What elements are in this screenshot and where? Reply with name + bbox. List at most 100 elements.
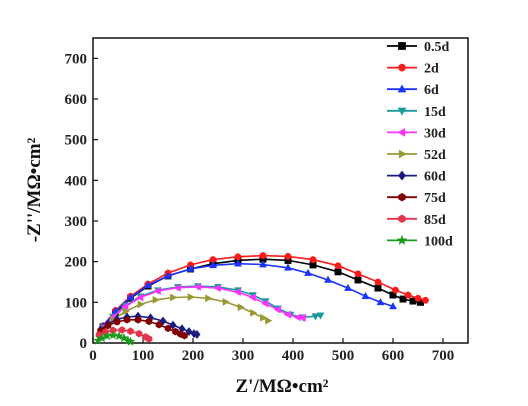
legend-item-75d: 75d — [387, 191, 446, 206]
legend-label: 60d — [424, 170, 446, 185]
legend-item-30d: 30d — [387, 126, 446, 141]
data-point-30d — [261, 299, 269, 308]
data-point-100d — [118, 332, 130, 343]
data-point-75d — [164, 324, 172, 333]
data-point-2d — [374, 278, 382, 286]
data-point-52d — [187, 293, 195, 301]
series-line-6d — [102, 262, 394, 327]
y-tick-label: 500 — [65, 133, 88, 149]
y-tick-label: 400 — [65, 173, 88, 189]
data-point-0_5d — [334, 268, 342, 276]
data-point-30d — [298, 313, 306, 322]
x-tick-label: 300 — [232, 348, 255, 364]
legend-label: 100d — [424, 234, 453, 249]
series-30d — [98, 282, 306, 332]
data-point-100d — [113, 330, 125, 341]
data-point-75d — [172, 327, 179, 336]
y-tick-label: 600 — [65, 92, 88, 108]
data-point-6d — [144, 280, 152, 289]
data-point-100d — [107, 330, 119, 340]
data-point-6d — [284, 263, 292, 271]
data-point-85d — [145, 335, 153, 343]
x-tick-label: 600 — [382, 348, 405, 364]
data-point-30d — [121, 302, 129, 311]
data-point-52d — [122, 307, 130, 316]
data-point-2d — [234, 253, 242, 261]
series-52d — [100, 293, 273, 333]
data-point-6d — [186, 264, 195, 272]
axis-ticks: 0 100 200 300 400 500 600 700 0 100 200 300 400 500 60… — [65, 51, 455, 364]
data-point-52d — [205, 294, 213, 303]
data-point-0_5d — [354, 276, 362, 284]
data-point-75d — [104, 321, 112, 330]
legend-item-6d: 6d — [387, 83, 439, 98]
data-point-60d — [185, 327, 193, 337]
legend-marker — [398, 42, 406, 50]
data-point-6d — [164, 271, 172, 279]
y-tick-label: 200 — [65, 255, 88, 271]
legend-item-100d: 100d — [387, 234, 453, 249]
series-group — [92, 252, 429, 347]
legend-item-0_5d: 0.5d — [387, 40, 450, 55]
data-point-6d — [376, 297, 385, 306]
data-point-2d — [414, 294, 422, 302]
data-point-75d — [134, 316, 142, 324]
legend-item-52d: 52d — [387, 148, 446, 163]
legend-marker — [397, 128, 406, 137]
data-point-30d — [233, 288, 241, 297]
data-point-6d — [259, 260, 267, 268]
data-point-2d — [309, 256, 317, 264]
data-point-6d — [389, 302, 397, 310]
x-tick-label: 200 — [182, 348, 205, 364]
data-point-52d — [265, 316, 273, 325]
data-point-75d — [113, 318, 121, 326]
data-point-52d — [260, 313, 268, 322]
data-point-85d — [118, 326, 126, 334]
data-point-30d — [173, 283, 181, 292]
data-point-6d — [126, 293, 135, 301]
legend-item-2d: 2d — [387, 62, 439, 77]
data-point-2d — [259, 252, 267, 260]
legend-marker — [397, 84, 407, 93]
legend-marker — [397, 107, 407, 116]
data-point-75d — [123, 316, 131, 324]
legend-label: 2d — [424, 62, 439, 77]
data-point-60d — [193, 329, 201, 340]
data-point-52d — [250, 308, 258, 317]
data-point-6d — [361, 291, 370, 300]
legend-item-60d: 60d — [387, 170, 446, 185]
legend-marker — [398, 170, 406, 181]
data-point-52d — [137, 300, 145, 309]
plot-frame — [92, 37, 469, 344]
series-100d — [92, 330, 136, 347]
data-point-75d — [155, 320, 163, 329]
y-tick-label: 700 — [65, 51, 88, 67]
data-point-52d — [170, 293, 178, 302]
data-point-2d — [392, 286, 399, 294]
data-point-30d — [193, 282, 201, 291]
data-point-52d — [237, 303, 245, 312]
legend-label: 0.5d — [424, 40, 450, 55]
legend-marker — [398, 214, 406, 224]
data-point-30d — [136, 293, 144, 302]
legend-item-85d: 85d — [387, 213, 446, 228]
x-tick-label: 700 — [432, 348, 455, 364]
data-point-0_5d — [399, 295, 407, 303]
data-point-30d — [213, 284, 221, 293]
data-point-2d — [284, 252, 292, 260]
data-point-52d — [222, 297, 230, 306]
data-point-52d — [152, 295, 160, 304]
legend-label: 6d — [424, 83, 439, 98]
data-point-2d — [404, 291, 412, 299]
legend-item-15d: 15d — [387, 105, 446, 120]
data-point-6d — [304, 268, 312, 276]
data-point-2d — [422, 296, 429, 304]
data-point-30d — [248, 293, 256, 302]
x-tick-label: 100 — [132, 348, 155, 364]
data-point-0_5d — [374, 284, 382, 292]
legend-label: 75d — [424, 191, 446, 206]
legend-label: 52d — [424, 148, 446, 163]
legend-label: 85d — [424, 213, 446, 228]
x-tick-label: 500 — [332, 348, 355, 364]
